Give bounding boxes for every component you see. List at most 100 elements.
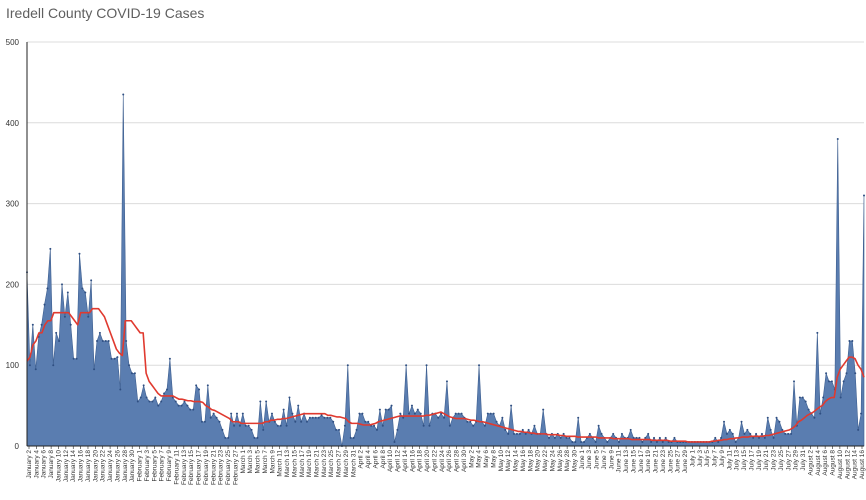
cases-point bbox=[746, 428, 749, 431]
cases-point bbox=[180, 404, 183, 407]
x-tick-label: January 6 bbox=[41, 450, 48, 479]
y-tick-label: 200 bbox=[6, 280, 20, 289]
cases-point bbox=[437, 416, 440, 419]
cases-point bbox=[763, 436, 766, 439]
x-tick-label: April 4 bbox=[365, 450, 372, 469]
cases-point bbox=[574, 440, 577, 443]
x-tick-label: March 29 bbox=[343, 450, 350, 477]
cases-point bbox=[731, 432, 734, 435]
x-tick-label: January 2 bbox=[26, 450, 33, 479]
cases-point bbox=[454, 412, 457, 415]
x-tick-label: February 15 bbox=[188, 450, 195, 485]
x-tick-label: May 4 bbox=[476, 450, 483, 468]
cases-point bbox=[364, 420, 367, 423]
cases-point bbox=[233, 424, 236, 427]
cases-point bbox=[734, 440, 737, 443]
cases-point bbox=[752, 436, 755, 439]
cases-point bbox=[720, 436, 723, 439]
x-tick-label: April 18 bbox=[417, 450, 424, 472]
cases-point bbox=[320, 414, 323, 417]
cases-point bbox=[787, 432, 790, 435]
cases-point bbox=[262, 428, 265, 431]
cases-point bbox=[527, 428, 530, 431]
cases-point bbox=[405, 364, 408, 367]
cases-point bbox=[66, 291, 69, 294]
cases-point bbox=[119, 388, 122, 391]
cases-point bbox=[55, 331, 58, 334]
x-tick-label: June 7 bbox=[601, 450, 608, 470]
cases-point bbox=[279, 424, 282, 427]
cases-point bbox=[282, 408, 285, 411]
cases-point bbox=[61, 283, 63, 286]
x-tick-label: March 3 bbox=[247, 450, 254, 474]
cases-point bbox=[157, 404, 160, 407]
x-tick-label: August 10 bbox=[837, 450, 844, 480]
cases-point bbox=[352, 436, 355, 439]
x-tick-label: January 10 bbox=[55, 450, 62, 483]
cases-point bbox=[192, 408, 195, 411]
cases-point bbox=[740, 420, 743, 423]
cases-point bbox=[816, 331, 819, 334]
cases-point bbox=[443, 416, 446, 419]
cases-point bbox=[638, 436, 641, 439]
x-tick-label: February 13 bbox=[181, 450, 188, 485]
x-tick-label: April 6 bbox=[372, 450, 379, 469]
x-tick-label: March 25 bbox=[328, 450, 335, 477]
x-tick-label: August 14 bbox=[852, 450, 859, 480]
x-tick-label: March 17 bbox=[299, 450, 306, 477]
cases-point bbox=[723, 420, 726, 423]
cases-point bbox=[378, 408, 381, 411]
cases-point bbox=[495, 420, 498, 423]
cases-point bbox=[90, 279, 93, 282]
cases-point bbox=[355, 428, 358, 431]
cases-point bbox=[568, 436, 571, 439]
cases-point bbox=[259, 400, 262, 403]
cases-point bbox=[72, 357, 75, 360]
x-tick-label: July 3 bbox=[697, 450, 704, 467]
cases-point bbox=[151, 400, 154, 403]
cases-point bbox=[807, 408, 810, 411]
cases-point bbox=[200, 420, 203, 423]
cases-point bbox=[673, 436, 676, 439]
cases-point bbox=[851, 339, 854, 342]
cases-point bbox=[78, 252, 81, 255]
x-tick-label: February 5 bbox=[151, 450, 158, 482]
x-tick-label: May 20 bbox=[535, 450, 542, 472]
cases-point bbox=[515, 432, 518, 435]
cases-point bbox=[381, 424, 384, 427]
cases-point bbox=[419, 412, 422, 415]
cases-point bbox=[165, 388, 168, 391]
y-tick-label: 100 bbox=[6, 361, 20, 370]
x-tick-label: April 28 bbox=[454, 450, 461, 472]
x-tick-label: February 1 bbox=[137, 450, 144, 482]
x-tick-label: July 17 bbox=[748, 450, 755, 471]
cases-point bbox=[168, 357, 171, 360]
cases-point bbox=[489, 412, 492, 415]
cases-point bbox=[836, 137, 839, 140]
x-tick-label: August 6 bbox=[822, 450, 829, 476]
cases-point bbox=[338, 428, 341, 431]
cases-point bbox=[189, 408, 192, 411]
cases-point bbox=[174, 400, 177, 403]
cases-point bbox=[317, 416, 320, 419]
cases-point bbox=[253, 436, 256, 439]
x-tick-label: March 27 bbox=[336, 450, 343, 477]
cases-point bbox=[600, 432, 603, 435]
x-tick-label: March 15 bbox=[291, 450, 298, 477]
x-tick-label: March 5 bbox=[255, 450, 262, 474]
cases-point bbox=[478, 364, 481, 367]
cases-point bbox=[472, 424, 475, 427]
x-tick-label: June 29 bbox=[682, 450, 689, 474]
x-tick-label: August 2 bbox=[807, 450, 814, 476]
x-tick-label: July 19 bbox=[756, 450, 763, 471]
cases-point bbox=[848, 339, 851, 342]
x-tick-label: May 28 bbox=[564, 450, 571, 472]
cases-point bbox=[580, 440, 583, 443]
cases-point bbox=[641, 440, 644, 443]
cases-point bbox=[635, 436, 638, 439]
x-tick-label: July 31 bbox=[800, 450, 807, 471]
x-tick-label: June 11 bbox=[616, 450, 623, 473]
cases-point bbox=[533, 424, 536, 427]
cases-point bbox=[658, 436, 661, 439]
cases-point bbox=[285, 424, 288, 427]
